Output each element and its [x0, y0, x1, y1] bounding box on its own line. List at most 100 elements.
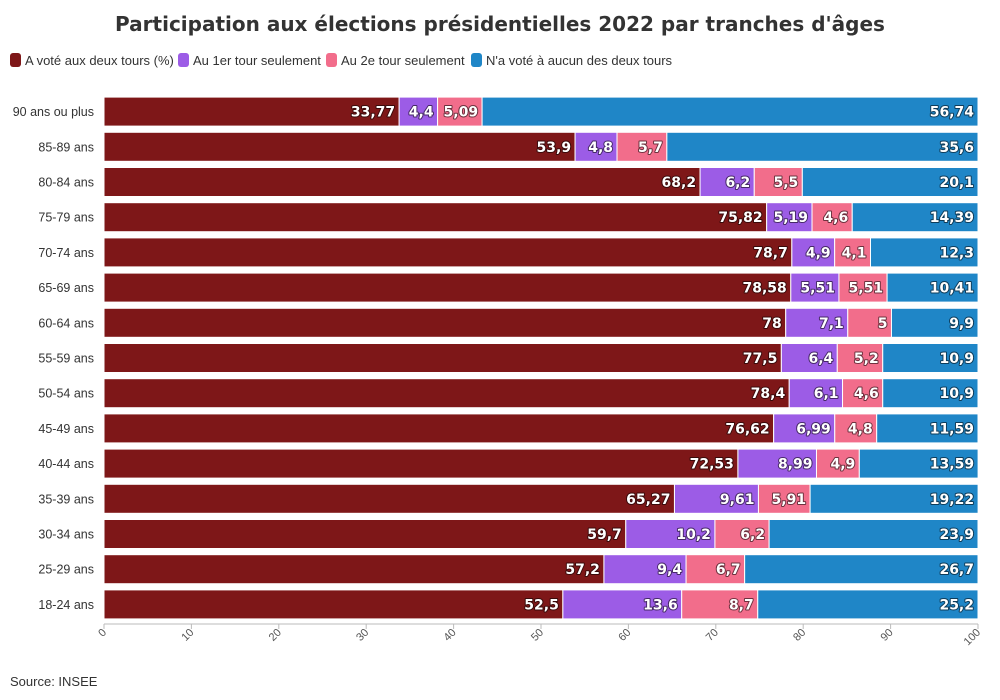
category-label: 90 ans ou plus — [13, 105, 94, 119]
category-label: 65-69 ans — [38, 281, 94, 295]
bar-segment-4[interactable] — [858, 448, 979, 479]
bar-segment-1[interactable] — [103, 272, 792, 303]
bar-segment-2[interactable] — [603, 554, 687, 585]
legend-label: N'a voté à aucun des deux tours — [486, 53, 673, 68]
category-label: 50-54 ans — [38, 387, 94, 401]
category-label: 80-84 ans — [38, 176, 94, 190]
bar-segment-3[interactable] — [714, 519, 770, 549]
value-label: 5,09 — [444, 105, 479, 121]
value-label: 10,9 — [939, 386, 974, 402]
legend-swatch — [471, 53, 482, 67]
bar-segment-3[interactable] — [685, 554, 746, 585]
legend-item-4[interactable]: N'a voté à aucun des deux tours — [471, 53, 673, 68]
bar-row-75-79-ans: 75-79 ans 75,82 5,19 4,6 14,39 — [38, 202, 979, 233]
legend-item-1[interactable]: A voté aux deux tours (%) — [10, 53, 174, 68]
bar-segment-4[interactable] — [886, 272, 979, 303]
bar-segment-3[interactable] — [842, 378, 884, 409]
bar-segment-1[interactable] — [103, 589, 564, 620]
bar-segment-2[interactable] — [773, 413, 836, 444]
bar-segment-3[interactable] — [681, 589, 759, 620]
bar-segment-4[interactable] — [890, 307, 979, 338]
legend-item-2[interactable]: Au 1er tour seulement — [178, 53, 321, 68]
bar-segment-1[interactable] — [103, 413, 775, 444]
legend-label: A voté aux deux tours (%) — [25, 53, 174, 68]
bar-segment-1[interactable] — [103, 202, 768, 233]
bar-row-60-64-ans: 60-64 ans 78 7,1 5 9,9 — [38, 307, 979, 338]
category-label: 18-24 ans — [38, 598, 94, 612]
bar-row-35-39-ans: 35-39 ans 65,27 9,61 5,91 19,22 — [38, 483, 979, 514]
bar-row-65-69-ans: 65-69 ans 78,58 5,51 5,51 10,41 — [38, 272, 979, 303]
bar-segment-3[interactable] — [616, 131, 668, 162]
bar-segment-3[interactable] — [847, 307, 892, 338]
value-label: 7,1 — [819, 316, 844, 332]
legend-swatch — [326, 53, 337, 67]
value-label: 78,7 — [753, 245, 788, 261]
bar-segment-2[interactable] — [699, 167, 755, 197]
value-label: 75,82 — [718, 210, 762, 226]
bar-segment-2[interactable] — [791, 237, 836, 268]
plot-area: 90 ans ou plus 33,77 4,4 5,09 56,74 85-89 ans… — [13, 96, 979, 620]
bar-segment-1[interactable] — [103, 167, 701, 197]
bar-segment-3[interactable] — [815, 448, 860, 479]
x-tick-label: 50 — [529, 627, 546, 644]
bar-segment-3[interactable] — [437, 96, 483, 127]
value-label: 26,7 — [939, 562, 974, 578]
bar-segment-4[interactable] — [768, 519, 979, 549]
bar-segment-1[interactable] — [103, 483, 675, 514]
bar-segment-1[interactable] — [103, 96, 400, 127]
bar-segment-3[interactable] — [834, 237, 871, 268]
value-label: 78,4 — [751, 386, 786, 402]
bar-segment-4[interactable] — [757, 589, 979, 620]
bar-segment-1[interactable] — [103, 131, 576, 162]
value-label: 6,4 — [808, 351, 833, 367]
bar-segment-4[interactable] — [876, 413, 979, 444]
bar-segment-2[interactable] — [780, 343, 838, 373]
bar-row-85-89-ans: 85-89 ans 53,9 4,8 5,7 35,6 — [38, 131, 979, 162]
bar-segment-4[interactable] — [882, 343, 979, 373]
bar-segment-4[interactable] — [744, 554, 979, 585]
value-label: 5,51 — [800, 281, 835, 297]
bar-segment-3[interactable] — [838, 272, 888, 303]
bar-segment-2[interactable] — [625, 519, 716, 549]
bar-segment-4[interactable] — [851, 202, 979, 233]
bar-segment-1[interactable] — [103, 343, 782, 373]
bar-segment-2[interactable] — [766, 202, 813, 233]
x-tick-label: 60 — [616, 627, 633, 644]
bar-segment-3[interactable] — [753, 167, 803, 197]
value-label: 13,59 — [930, 457, 974, 473]
bar-segment-2[interactable] — [398, 96, 439, 127]
category-label: 30-34 ans — [38, 528, 94, 542]
value-label: 4,9 — [830, 457, 855, 473]
bar-segment-3[interactable] — [757, 483, 811, 514]
bar-row-70-74-ans: 70-74 ans 78,7 4,9 4,1 12,3 — [38, 237, 979, 268]
value-label: 5,5 — [774, 175, 799, 191]
value-label: 6,1 — [814, 386, 839, 402]
bar-segment-3[interactable] — [834, 413, 878, 444]
bar-segment-4[interactable] — [809, 483, 979, 514]
bar-segment-1[interactable] — [103, 519, 627, 549]
bar-segment-4[interactable] — [666, 131, 979, 162]
legend-item-3[interactable]: Au 2e tour seulement — [326, 53, 465, 68]
bar-segment-3[interactable] — [811, 202, 853, 233]
value-label: 20,1 — [939, 175, 974, 191]
bar-segment-3[interactable] — [836, 343, 884, 373]
bar-segment-1[interactable] — [103, 448, 739, 479]
bar-segment-2[interactable] — [562, 589, 683, 620]
bar-segment-4[interactable] — [481, 96, 979, 127]
bar-segment-1[interactable] — [103, 378, 790, 409]
value-label: 4,8 — [848, 421, 873, 437]
value-label: 57,2 — [565, 562, 600, 578]
bar-segment-4[interactable] — [882, 378, 979, 409]
category-label: 55-59 ans — [38, 352, 94, 366]
bar-segment-1[interactable] — [103, 237, 793, 268]
value-label: 65,27 — [626, 492, 670, 508]
value-label: 78,58 — [742, 281, 786, 297]
bar-segment-1[interactable] — [103, 307, 787, 338]
category-label: 45-49 ans — [38, 422, 94, 436]
bar-segment-4[interactable] — [801, 167, 979, 197]
bar-segment-2[interactable] — [785, 307, 849, 338]
bar-segment-1[interactable] — [103, 554, 605, 585]
bar-row-80-84-ans: 80-84 ans 68,2 6,2 5,5 20,1 — [38, 167, 979, 197]
bar-segment-4[interactable] — [869, 237, 979, 268]
bar-row-30-34-ans: 30-34 ans 59,7 10,2 6,2 23,9 — [38, 519, 979, 549]
